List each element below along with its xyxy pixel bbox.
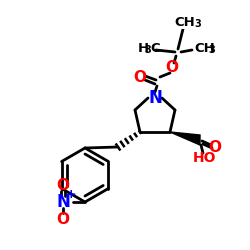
Text: O: O xyxy=(208,140,222,154)
Text: O: O xyxy=(56,212,70,226)
Text: O: O xyxy=(134,70,146,86)
Text: C: C xyxy=(150,42,160,54)
Text: O: O xyxy=(166,60,178,76)
Polygon shape xyxy=(170,132,200,145)
Text: CH: CH xyxy=(174,16,196,28)
Text: +: + xyxy=(66,188,76,202)
Text: CH: CH xyxy=(194,42,215,54)
Text: N: N xyxy=(148,89,162,107)
Text: O: O xyxy=(56,178,70,192)
Text: HO: HO xyxy=(192,151,216,165)
Text: 3: 3 xyxy=(144,45,151,55)
Text: 3: 3 xyxy=(194,19,201,29)
Text: N: N xyxy=(56,193,70,211)
Text: 3: 3 xyxy=(208,45,215,55)
Text: H: H xyxy=(138,42,149,54)
